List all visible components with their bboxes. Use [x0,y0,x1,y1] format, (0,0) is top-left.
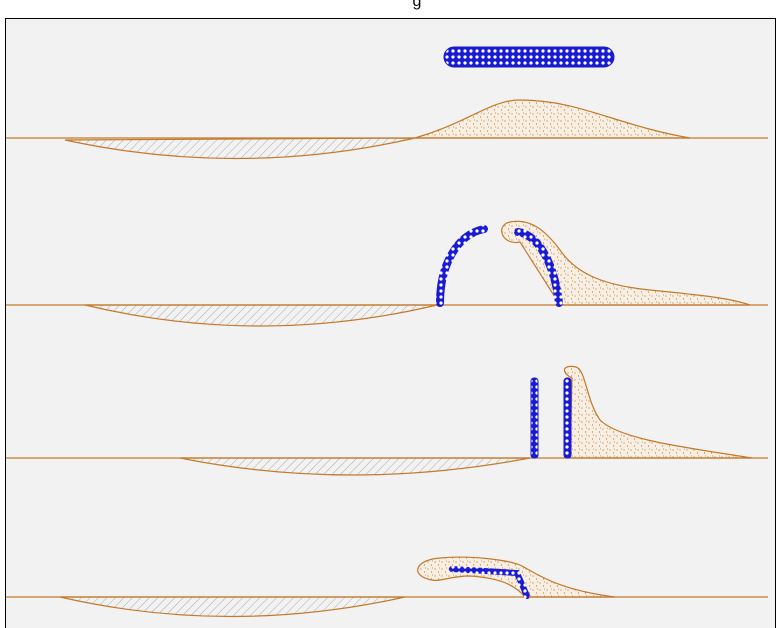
diagram: g [0,0,777,628]
chain [564,378,571,458]
chain [531,378,538,458]
chain [444,47,614,67]
panel [6,19,776,628]
title: g [413,0,422,10]
